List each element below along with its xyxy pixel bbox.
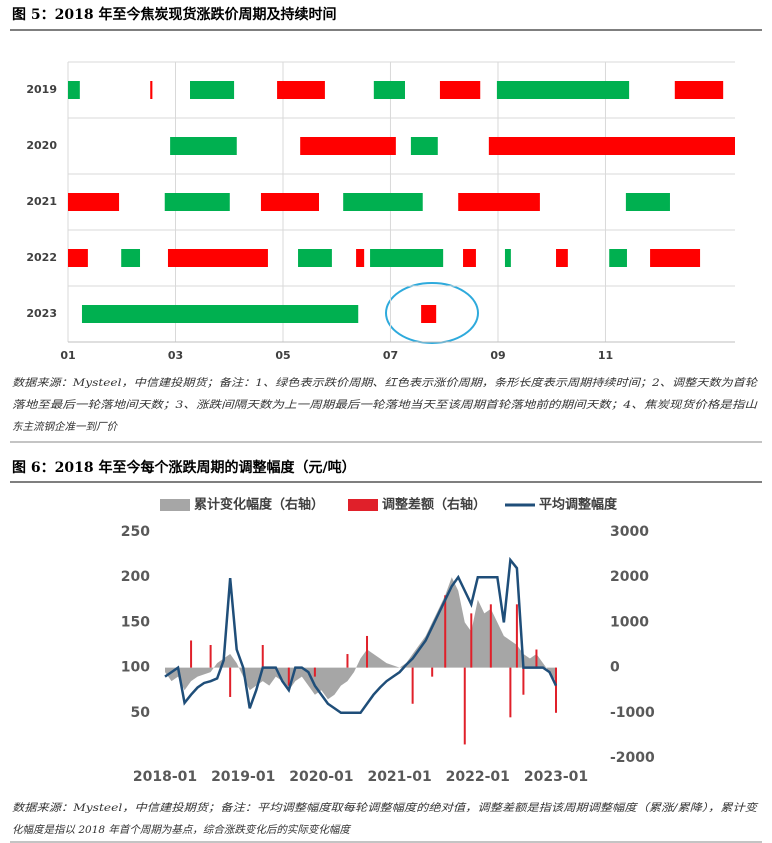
- y-tick-label: 150: [121, 614, 150, 630]
- bar: [431, 667, 434, 677]
- period-bar: [609, 249, 627, 267]
- period-bar: [68, 81, 80, 99]
- period-bar: [343, 193, 423, 211]
- x-tick-label: 09: [490, 349, 505, 362]
- period-bar: [370, 249, 444, 267]
- bar: [470, 613, 473, 668]
- source-note: 化幅度是指以 2018 年首个周期为基点，综合涨跌变化后的实际变化幅度: [12, 824, 351, 836]
- y2-tick-label: 0: [610, 660, 620, 676]
- bar: [229, 667, 232, 697]
- y-tick-label: 250: [121, 524, 150, 540]
- y-tick-label: 100: [121, 660, 150, 676]
- x-tick-label: 2020-01: [289, 769, 353, 785]
- row-label: 2019: [26, 83, 57, 96]
- x-tick-label: 01: [60, 349, 75, 362]
- x-tick-label: 11: [598, 349, 613, 362]
- row-label: 2020: [26, 139, 57, 152]
- period-bar: [277, 81, 325, 99]
- y2-tick-label: -1000: [610, 705, 655, 721]
- figure-title: 图 6：2018 年至今每个涨跌周期的调整幅度（元/吨）: [12, 459, 356, 476]
- legend-swatch: [348, 499, 378, 511]
- period-bar: [164, 193, 230, 211]
- period-bar: [439, 81, 481, 99]
- row-label: 2023: [26, 307, 57, 320]
- period-bar: [300, 137, 396, 155]
- legend-swatch: [160, 499, 190, 511]
- highlight-ellipse: [385, 282, 479, 344]
- x-tick-label: 2023-01: [524, 769, 588, 785]
- period-bar: [458, 193, 540, 211]
- period-bar: [170, 137, 237, 155]
- legend-label: 累计变化幅度（右轴）: [194, 497, 324, 513]
- x-tick-label: 2022-01: [446, 769, 510, 785]
- source-note: 落地至最后一轮落地间天数；3、涨跌间隔天数为上一周期最后一轮落地当天至该周期首轮…: [12, 399, 759, 411]
- bar: [261, 645, 264, 668]
- period-bar: [373, 81, 405, 99]
- row-label: 2022: [26, 251, 57, 264]
- source-note: 数据来源：Mysteel，中信建投期货；备注：1、绿色表示跌价周期、红色表示涨价…: [12, 377, 759, 389]
- bar: [411, 667, 414, 704]
- period-bar: [260, 193, 319, 211]
- line: [164, 556, 558, 715]
- x-tick-label: 2021-01: [367, 769, 431, 785]
- bar: [190, 640, 193, 668]
- period-bar: [150, 81, 153, 99]
- bar: [463, 667, 466, 745]
- row-label: 2021: [26, 195, 57, 208]
- bar: [555, 667, 557, 713]
- bar: [515, 604, 518, 668]
- bar: [366, 635, 369, 668]
- bar: [489, 604, 492, 668]
- period-bar: [81, 305, 359, 323]
- period-bar: [504, 249, 511, 267]
- y-tick-label: 50: [131, 705, 151, 721]
- y2-tick-label: -2000: [610, 750, 655, 766]
- bar: [522, 667, 525, 695]
- bar: [209, 645, 212, 668]
- period-bar: [496, 81, 630, 99]
- x-tick-label: 05: [275, 349, 290, 362]
- source-note: 东主流钢企准一到厂价: [12, 421, 118, 433]
- period-bar: [190, 81, 235, 99]
- bar: [287, 667, 290, 686]
- period-bar: [298, 249, 332, 267]
- x-tick-label: 2018-01: [133, 769, 197, 785]
- x-tick-label: 2019-01: [211, 769, 275, 785]
- legend-label: 调整差额（右轴）: [382, 497, 486, 513]
- x-tick-label: 07: [383, 349, 398, 362]
- period-bar: [488, 137, 735, 155]
- bar: [346, 654, 349, 668]
- period-bar: [674, 81, 724, 99]
- period-bar: [356, 249, 365, 267]
- period-bar: [68, 249, 88, 267]
- legend-label: 平均调整幅度: [539, 497, 618, 513]
- period-bar: [121, 249, 141, 267]
- area: [165, 577, 556, 700]
- source-note: 数据来源：Mysteel，中信建投期货；备注：平均调整幅度取每轮调整幅度的绝对值…: [12, 802, 759, 814]
- bar: [444, 595, 447, 668]
- y2-tick-label: 1000: [610, 614, 649, 630]
- bar: [509, 667, 512, 718]
- period-bar: [650, 249, 701, 267]
- bar: [535, 649, 538, 668]
- period-bar: [463, 249, 476, 267]
- period-bar: [421, 305, 437, 323]
- bar: [313, 667, 316, 677]
- period-bar: [625, 193, 670, 211]
- figure-title: 图 5：2018 年至今焦炭现货涨跌价周期及持续时间: [12, 6, 336, 23]
- period-bar: [410, 137, 438, 155]
- period-bar: [556, 249, 568, 267]
- period-bar: [167, 249, 268, 267]
- y2-tick-label: 2000: [610, 569, 649, 585]
- x-tick-label: 03: [168, 349, 183, 362]
- y-tick-label: 200: [121, 569, 150, 585]
- y2-tick-label: 3000: [610, 524, 649, 540]
- period-bar: [68, 193, 120, 211]
